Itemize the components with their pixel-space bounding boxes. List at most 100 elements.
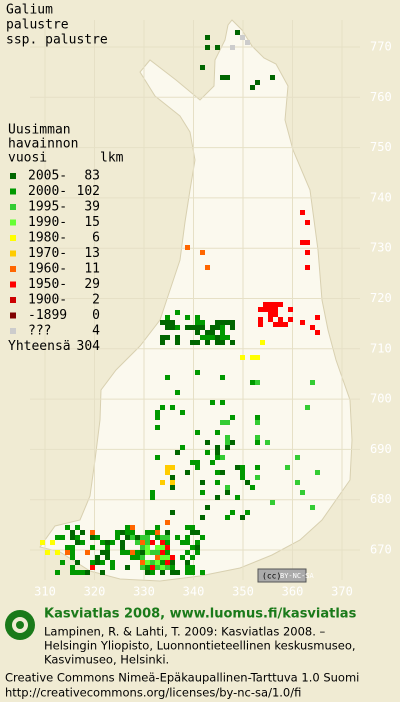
occurrence-square xyxy=(175,450,180,455)
occurrence-square xyxy=(100,570,105,575)
occurrence-square xyxy=(155,555,160,560)
brand: Kasviatlas 2008, www.luomus.fi/kasviatla… xyxy=(44,607,357,622)
occurrence-square xyxy=(145,535,150,540)
occurrence-square xyxy=(190,325,195,330)
occurrence-square xyxy=(100,540,105,545)
occurrence-square xyxy=(205,450,210,455)
occurrence-square xyxy=(195,530,200,535)
occurrence-square xyxy=(165,565,170,570)
occurrence-square xyxy=(205,35,210,40)
occurrence-square xyxy=(105,540,110,545)
occurrence-square xyxy=(205,335,210,340)
legend-heading: havainnon xyxy=(8,137,78,152)
occurrence-square xyxy=(80,540,85,545)
occurrence-square xyxy=(230,415,235,420)
occurrence-square xyxy=(195,545,200,550)
occurrence-square xyxy=(75,560,80,565)
occurrence-square xyxy=(263,302,268,307)
legend-count: 13 xyxy=(84,246,100,261)
occurrence-square xyxy=(258,322,263,327)
occurrence-square xyxy=(170,405,175,410)
occurrence-square xyxy=(130,535,135,540)
occurrence-square xyxy=(185,535,190,540)
occurrence-square xyxy=(295,455,300,460)
y-tick-label: 690 xyxy=(370,442,392,456)
occurrence-square xyxy=(160,535,165,540)
legend-swatch xyxy=(10,328,16,334)
occurrence-square xyxy=(140,535,145,540)
occurrence-square xyxy=(270,500,275,505)
occurrence-square xyxy=(120,545,125,550)
occurrence-square xyxy=(185,525,190,530)
occurrence-square xyxy=(165,320,170,325)
occurrence-square xyxy=(130,530,135,535)
occurrence-square xyxy=(160,565,165,570)
occurrence-square xyxy=(70,545,75,550)
occurrence-square xyxy=(220,330,225,335)
legend-heading: Uusimman xyxy=(8,123,71,138)
occurrence-square xyxy=(165,315,170,320)
occurrence-square xyxy=(273,312,278,317)
occurrence-square xyxy=(140,555,145,560)
x-tick-label: 350 xyxy=(232,585,254,599)
occurrence-square xyxy=(220,75,225,80)
occurrence-square xyxy=(215,480,220,485)
occurrence-square xyxy=(230,45,235,50)
occurrence-square xyxy=(220,340,225,345)
y-tick-label: 770 xyxy=(370,40,392,54)
occurrence-square xyxy=(255,475,260,480)
occurrence-square xyxy=(155,415,160,420)
occurrence-square xyxy=(205,265,210,270)
occurrence-square xyxy=(175,390,180,395)
occurrence-square xyxy=(65,545,70,550)
occurrence-square xyxy=(195,330,200,335)
occurrence-square xyxy=(155,535,160,540)
occurrence-square xyxy=(170,565,175,570)
occurrence-square xyxy=(70,535,75,540)
occurrence-square xyxy=(145,540,150,545)
occurrence-square xyxy=(160,405,165,410)
occurrence-square xyxy=(185,325,190,330)
occurrence-square xyxy=(70,530,75,535)
occurrence-square xyxy=(288,307,293,312)
occurrence-square xyxy=(165,550,170,555)
legend-label: 2000- xyxy=(28,184,67,199)
occurrence-square xyxy=(155,560,160,565)
occurrence-square xyxy=(100,560,105,565)
occurrence-square xyxy=(215,445,220,450)
occurrence-square xyxy=(225,420,230,425)
citation-line: Kasvimuseo, Helsinki. xyxy=(44,653,169,667)
occurrence-square xyxy=(240,475,245,480)
occurrence-square xyxy=(75,525,80,530)
legend-label: 1960- xyxy=(28,262,67,277)
occurrence-square xyxy=(210,335,215,340)
occurrence-square xyxy=(278,302,283,307)
occurrence-square xyxy=(200,65,205,70)
y-tick-label: 710 xyxy=(370,341,392,355)
occurrence-square xyxy=(150,565,155,570)
y-tick-label: 680 xyxy=(370,492,392,506)
occurrence-square xyxy=(165,545,170,550)
legend-label: 1995- xyxy=(28,200,67,215)
x-tick-label: 340 xyxy=(183,585,205,599)
legend-count: 0 xyxy=(92,308,100,323)
occurrence-square xyxy=(230,440,235,445)
occurrence-square xyxy=(200,490,205,495)
occurrence-square xyxy=(278,322,283,327)
occurrence-square xyxy=(190,530,195,535)
occurrence-square xyxy=(125,525,130,530)
legend-label: 1970- xyxy=(28,246,67,261)
occurrence-square xyxy=(120,540,125,545)
occurrence-square xyxy=(125,530,130,535)
occurrence-square xyxy=(55,570,60,575)
occurrence-square xyxy=(95,555,100,560)
occurrence-square xyxy=(260,340,265,345)
occurrence-square xyxy=(60,560,65,565)
occurrence-square xyxy=(90,530,95,535)
legend-swatch xyxy=(10,235,16,241)
occurrence-square xyxy=(235,495,240,500)
legend-swatch xyxy=(10,297,16,303)
occurrence-square xyxy=(90,535,95,540)
x-tick-label: 370 xyxy=(331,585,353,599)
occurrence-square xyxy=(145,530,150,535)
